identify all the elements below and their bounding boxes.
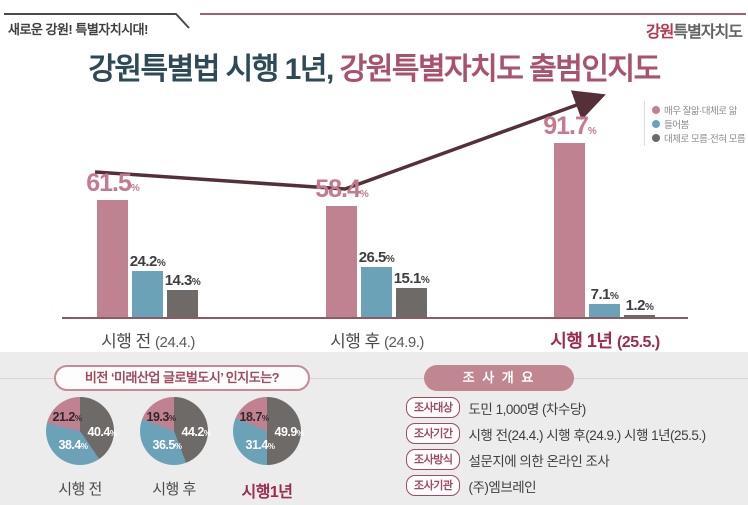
gangwon-logo: 강원특별자치도 (645, 18, 743, 42)
bar-value-label: 26.5% (358, 248, 395, 266)
bar (624, 314, 655, 317)
logo-accent-text: 강원 (645, 24, 674, 41)
page-title: 강원특별법 시행 1년, 강원특별자치도 출범인지도 (88, 44, 662, 88)
x-axis-line (62, 317, 688, 319)
page-title-dark: 강원특별법 시행 1년, (88, 53, 340, 86)
survey-title-pill: 조 사 개 요 (424, 365, 574, 391)
bar-item: 58.4% (315, 175, 369, 317)
legend-dot-icon (652, 105, 660, 114)
pie-chart: 18.7% 31.4% 49.9% (233, 397, 304, 465)
pie-slice-label: 40.4% (87, 425, 117, 439)
deco-line-left (4, 13, 190, 29)
vision-title-pill: 비전 ‘미래산업 글로벌도시’ 인지도는? (54, 365, 310, 391)
pie-slice-label: 36.5% (152, 438, 182, 452)
bar (361, 266, 392, 317)
pie-slice-label: 18.7% (239, 410, 269, 424)
bar-value-label: 7.1% (590, 285, 619, 303)
survey-row: 조사기간 시행 전(24.4.) 시행 후(24.9.) 시행 1년(25.5.) (406, 423, 706, 444)
legend-dot-icon (652, 119, 660, 128)
survey-row: 조사방식 설문지에 의한 온라인 조사 (406, 449, 610, 470)
page-title-accent: 강원특별자치도 출범인지도 (339, 53, 662, 86)
bar (97, 200, 128, 317)
legend-item: 매우 잘앎·대체로 앎 (652, 104, 745, 117)
survey-row: 조사기관 (주)엠브레인 (406, 475, 537, 496)
x-axis-label: 시행 전 (24.4.) (101, 332, 195, 351)
bar-item: 24.2% (130, 253, 166, 317)
bar-item: 15.1% (394, 270, 430, 317)
bar-item: 14.3% (165, 272, 201, 317)
x-axis-label: 시행 1년 (25.5.) (550, 331, 660, 351)
legend-item: 들어봄 (652, 118, 745, 131)
bottom-panel: 비전 ‘미래산업 글로벌도시’ 인지도는? 조 사 개 요 21.2% 38.4%… (0, 352, 748, 505)
bar-value-label: 24.2% (129, 253, 166, 271)
bar-group: 58.4% 26.5% 15.1% (315, 175, 430, 317)
panel-divider-line (0, 378, 748, 379)
survey-row-value: 시행 전(24.4.) 시행 후(24.9.) 시행 1년(25.5.) (468, 427, 706, 443)
logo-rest-text: 특별자치도 (673, 24, 743, 41)
pie-chart: 21.2% 38.4% 40.4% (46, 397, 117, 465)
bar-value-label: 15.1% (393, 270, 430, 288)
pie-label: 시행 후 (152, 481, 196, 498)
survey-row-value: 도민 1,000명 (차수당) (468, 401, 586, 417)
bar-item: 26.5% (359, 249, 395, 317)
bar-item: 7.1% (589, 286, 620, 317)
bar-value-label: 14.3% (164, 271, 201, 289)
pie-label: 시행 전 (58, 481, 102, 498)
bar-group: 61.5% 24.2% 14.3% (86, 169, 201, 317)
survey-row-label: 조사방식 (406, 449, 461, 470)
pie-slice-label: 21.2% (52, 410, 82, 424)
bar-value-label: 58.4% (315, 175, 369, 204)
pie-slice-label: 38.4% (58, 438, 88, 452)
bar-item: 61.5% (86, 169, 140, 317)
survey-row-label: 조사대상 (406, 397, 461, 418)
legend-label: 대체로 모름·전혀 모름 (664, 133, 746, 145)
survey-row-label: 조사기간 (406, 423, 461, 444)
legend-label: 매우 잘앎·대체로 앎 (664, 105, 737, 117)
bar-item: 1.2% (624, 297, 655, 317)
bar (589, 303, 620, 317)
top-decoration-lines (4, 13, 746, 29)
pie-chart: 19.3% 36.5% 44.2% (140, 397, 211, 465)
survey-row-label: 조사기관 (406, 475, 461, 496)
bar (167, 289, 198, 317)
legend-dot-icon (652, 133, 660, 142)
bar (132, 271, 163, 317)
slogan-badge: 새로운 강원! 특별자치시대! (8, 22, 148, 37)
bar (396, 288, 427, 317)
survey-row-value: (주)엠브레인 (468, 479, 537, 495)
bar (554, 142, 585, 317)
bar-item: 91.7% (543, 112, 597, 317)
x-axis-label: 시행 후 (24.9.) (330, 332, 424, 351)
pie-slice-label: 44.2% (181, 425, 211, 439)
survey-row-value: 설문지에 의한 온라인 조사 (468, 453, 610, 469)
pie-label: 시행1년 (241, 484, 293, 501)
legend-label: 들어봄 (664, 119, 689, 131)
bar-group: 91.7% 7.1% 1.2% (543, 112, 655, 317)
bar-value-label: 61.5% (86, 169, 140, 198)
legend-item: 대체로 모름·전혀 모름 (652, 132, 746, 145)
pie-slice-label: 31.4% (245, 438, 275, 452)
pie-slice-label: 19.3% (146, 410, 176, 424)
bar (326, 206, 357, 317)
bar-value-label: 91.7% (543, 111, 597, 140)
pie-slice-label: 49.9% (274, 425, 304, 439)
bar-value-label: 1.2% (625, 296, 654, 314)
survey-row: 조사대상 도민 1,000명 (차수당) (406, 397, 586, 418)
